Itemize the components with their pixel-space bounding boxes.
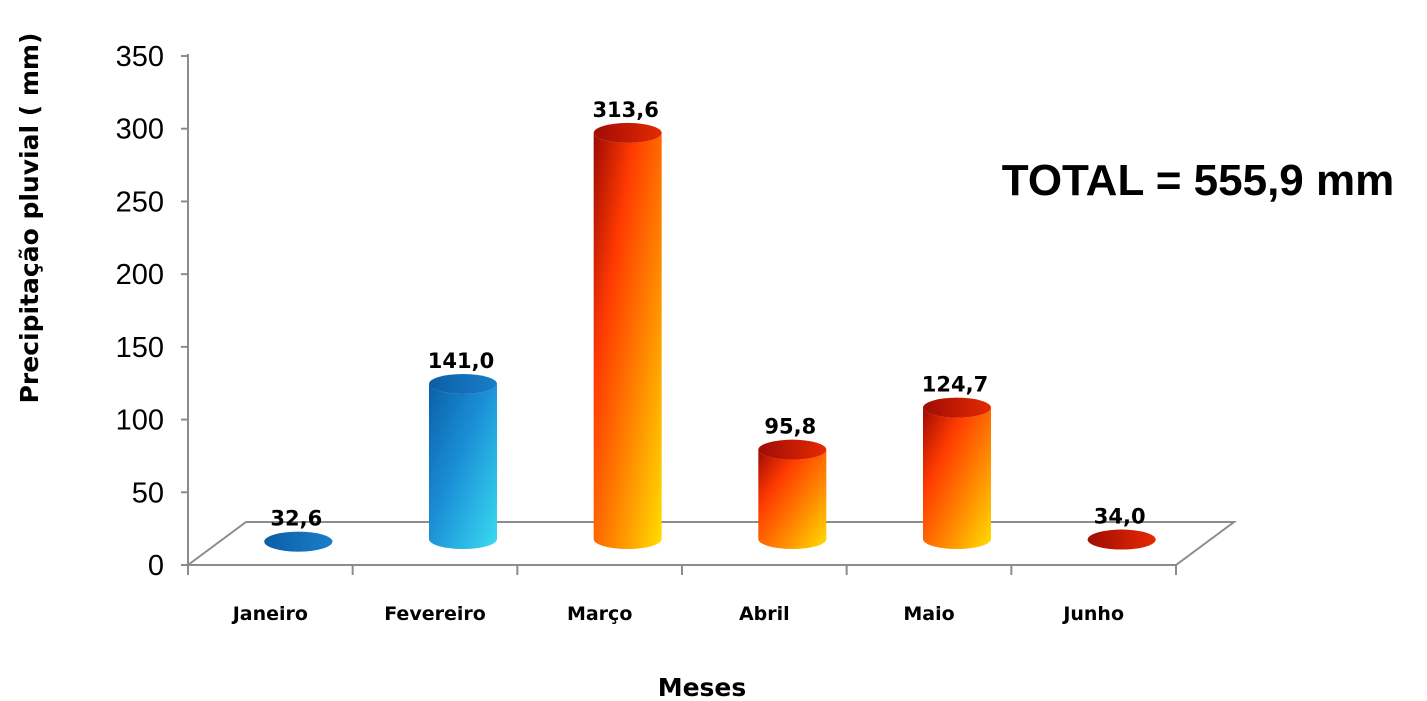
- bar-abril: [758, 439, 827, 549]
- y-tick-label: 150: [116, 332, 164, 364]
- total-annotation: TOTAL = 555,9 mm: [1002, 156, 1395, 205]
- bars: [264, 122, 1156, 552]
- y-axis-ticks: 0 50 100 150 200 250 300 350: [116, 41, 188, 582]
- bar-março: [593, 122, 662, 549]
- bar-body: [923, 407, 991, 549]
- y-axis-title: Precipitação pluvial ( mm): [15, 33, 44, 404]
- bar-maio: [923, 397, 991, 549]
- data-label: 95,8: [764, 415, 816, 439]
- x-axis-title: Meses: [658, 673, 747, 701]
- y-tick-label: 50: [132, 477, 164, 509]
- category-label: Maio: [903, 603, 954, 625]
- category-label: Abril: [739, 603, 790, 625]
- y-tick-label: 100: [116, 405, 164, 437]
- bar-body: [593, 132, 662, 549]
- bar-junho: [1087, 529, 1156, 550]
- floor-plane: [184, 521, 1238, 566]
- category-label: Fevereiro: [384, 603, 486, 625]
- category-label: Janeiro: [231, 603, 308, 625]
- y-tick-label: 0: [148, 550, 164, 582]
- y-tick-label: 300: [116, 114, 164, 146]
- y-tick-label: 200: [116, 259, 164, 291]
- bar-top: [593, 122, 662, 143]
- bar-fevereiro: [429, 373, 497, 549]
- bar-top: [923, 397, 991, 418]
- bar-top: [1087, 529, 1156, 550]
- bar-body: [429, 383, 497, 549]
- bar-top: [758, 439, 827, 460]
- x-axis-ticks: [187, 565, 1177, 575]
- data-label: 32,6: [270, 507, 322, 531]
- bar-top: [429, 373, 497, 394]
- data-label: 141,0: [428, 349, 494, 373]
- data-label: 313,6: [592, 98, 658, 122]
- y-tick-label: 350: [116, 41, 164, 73]
- bar-janeiro: [264, 531, 333, 552]
- data-label: 34,0: [1094, 505, 1146, 529]
- category-label: Março: [567, 603, 632, 625]
- bar-top: [264, 531, 333, 552]
- category-label: Junho: [1061, 603, 1124, 625]
- chart-floor: [184, 54, 1238, 566]
- category-labels: Janeiro Fevereiro Março Abril Maio Junho: [231, 603, 1124, 625]
- data-label: 124,7: [922, 373, 988, 397]
- data-labels: 32,6 141,0 313,6 95,8 124,7 34,0: [270, 98, 1145, 531]
- bar-body: [758, 449, 827, 549]
- y-tick-label: 250: [116, 186, 164, 218]
